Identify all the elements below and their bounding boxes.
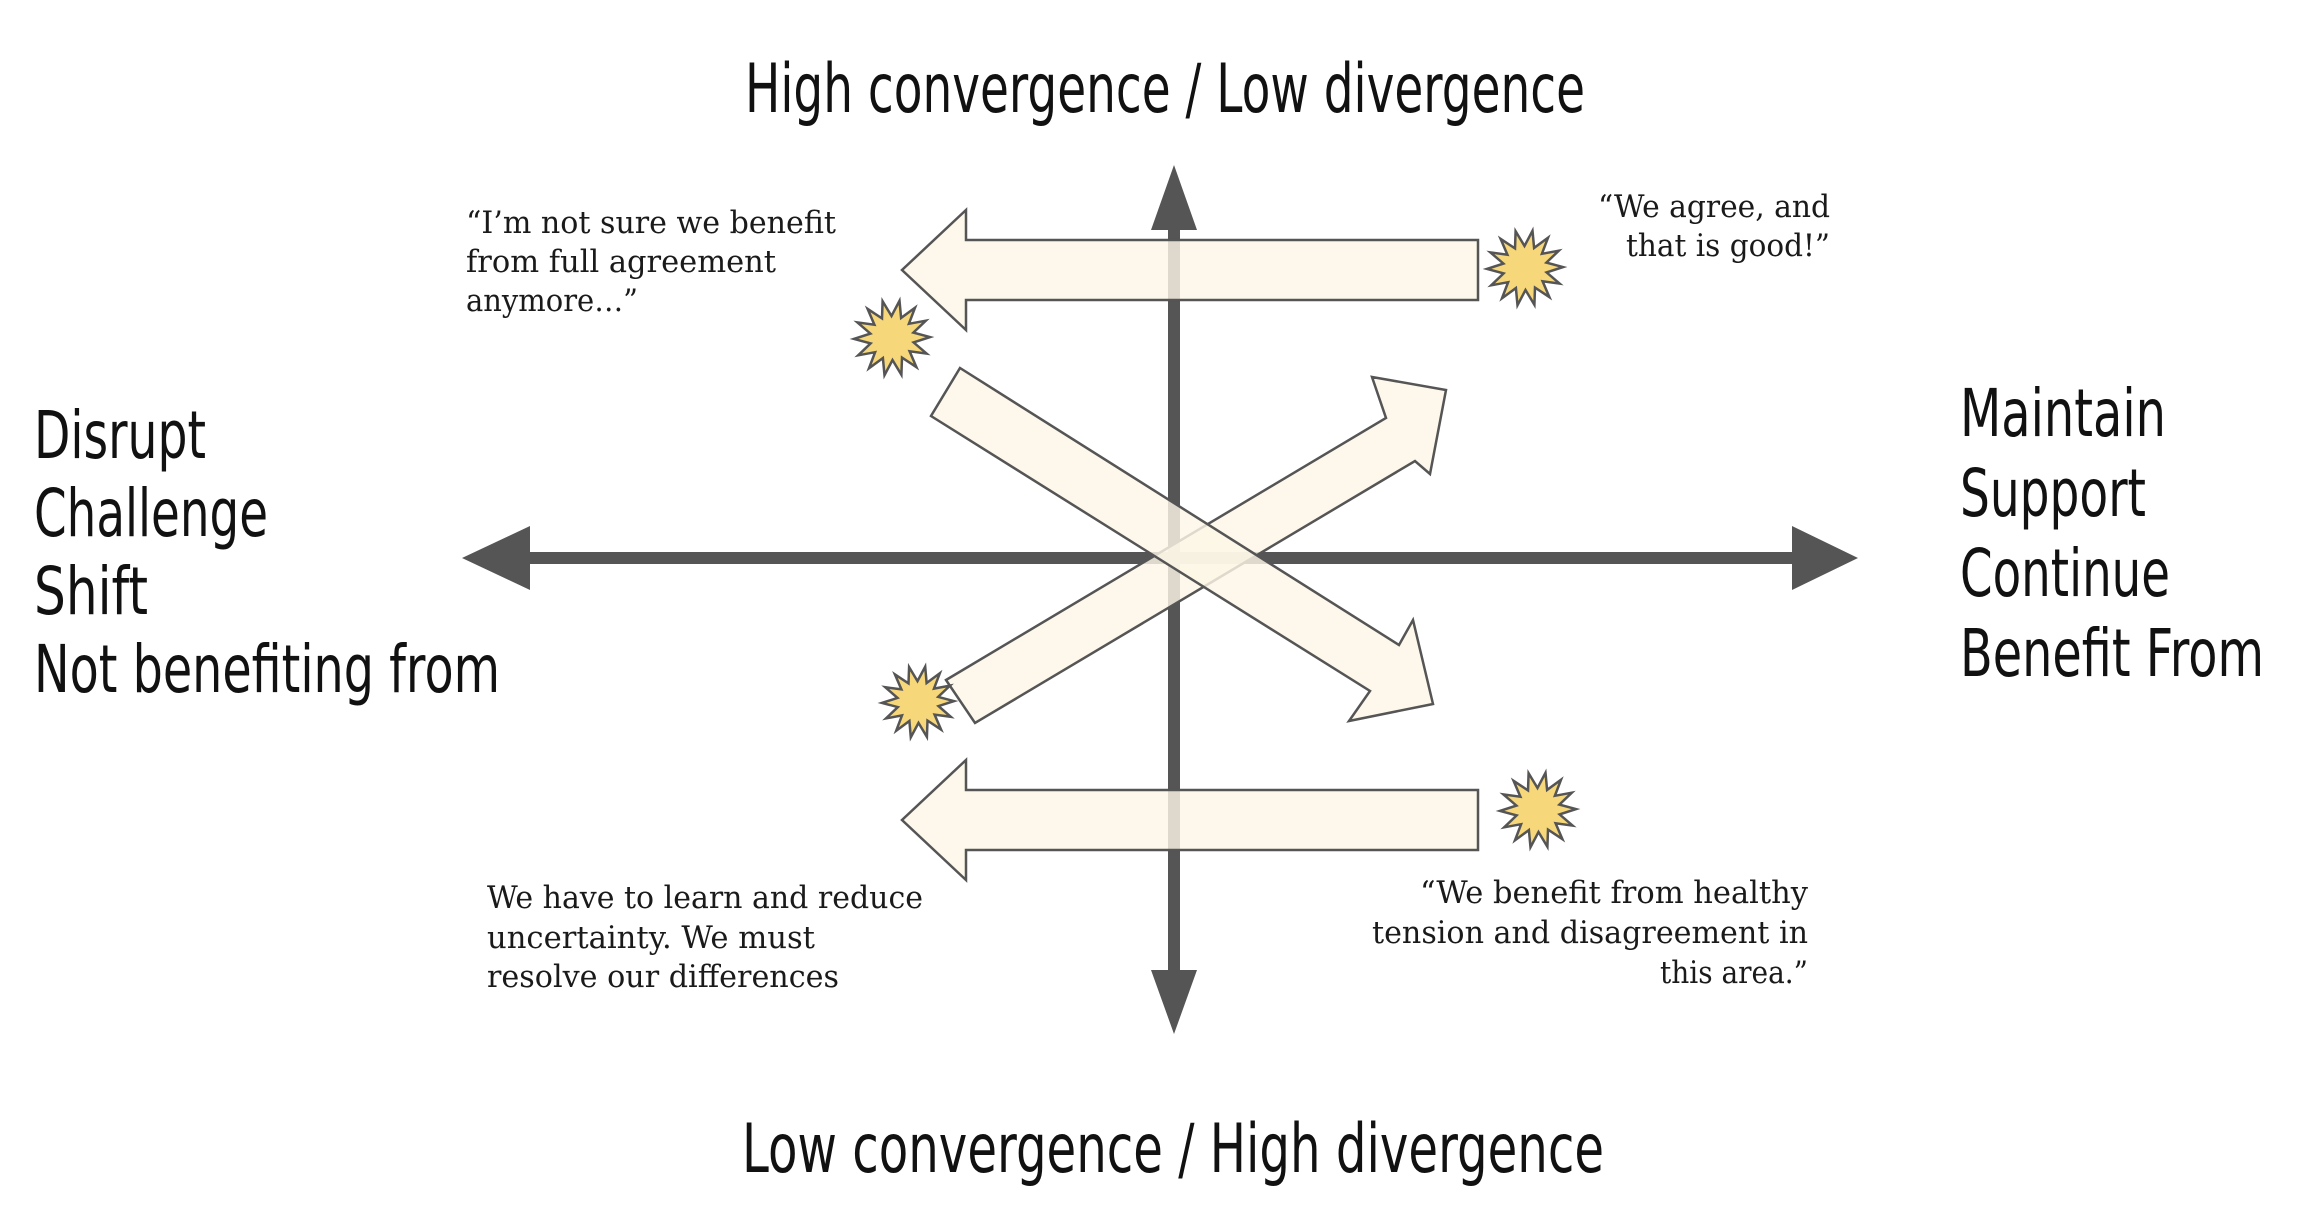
left-label: Challenge xyxy=(34,475,268,552)
right-label: Support xyxy=(1960,455,2146,532)
left-label: Disrupt xyxy=(34,397,206,474)
bottom-axis-label: Low convergence / High divergence xyxy=(742,1110,1604,1189)
starburst-icon xyxy=(1482,226,1568,310)
bottom-left-pointing-block-arrow-icon xyxy=(900,757,1480,883)
quote-line: We have to learn and reduce xyxy=(487,880,923,916)
falling-diagonal-block-arrow-icon xyxy=(929,366,1435,723)
quote-top-right: “We agree, and that is good!” xyxy=(1598,189,1830,264)
quote-line: uncertainty. We must xyxy=(487,920,816,956)
starburst-icon xyxy=(1495,768,1581,852)
left-label: Shift xyxy=(34,553,148,630)
quote-bottom-right: “We benefit from healthy tension and dis… xyxy=(1372,875,1808,991)
starburst-icon xyxy=(877,662,959,742)
quote-line: resolve our differences xyxy=(487,959,839,995)
quote-line: tension and disagreement in xyxy=(1372,915,1808,951)
quote-top-left: “I’m not sure we benefit from full agree… xyxy=(466,205,837,319)
quote-line: “We agree, and xyxy=(1598,189,1830,225)
horizontal-axis-right-arrowhead-icon xyxy=(1792,526,1858,590)
top-axis-label: High convergence / Low divergence xyxy=(745,50,1585,129)
left-label: Not benefiting from xyxy=(34,631,500,708)
quote-line: from full agreement xyxy=(466,244,777,280)
quote-line: that is good!” xyxy=(1626,228,1830,264)
quote-line: “I’m not sure we benefit xyxy=(466,205,837,241)
right-side-labels: Maintain Support Continue Benefit From xyxy=(1960,375,2264,692)
left-side-labels: Disrupt Challenge Shift Not benefiting f… xyxy=(34,397,500,708)
quote-line: this area.” xyxy=(1660,955,1808,991)
right-label: Benefit From xyxy=(1960,615,2264,692)
starbursts xyxy=(849,226,1581,852)
right-label: Continue xyxy=(1960,535,2170,612)
starburst-icon xyxy=(849,296,935,380)
vertical-axis-down-arrowhead-icon xyxy=(1151,970,1197,1034)
top-left-pointing-block-arrow-icon xyxy=(900,207,1480,333)
horizontal-axis-left-arrowhead-icon xyxy=(462,526,530,590)
right-label: Maintain xyxy=(1960,375,2166,452)
block-arrows xyxy=(900,207,1480,883)
quote-line: anymore…” xyxy=(466,283,638,319)
vertical-axis-up-arrowhead-icon xyxy=(1151,165,1197,230)
quote-line: “We benefit from healthy xyxy=(1420,875,1808,911)
quote-bottom-left: We have to learn and reduce uncertainty.… xyxy=(487,880,923,995)
